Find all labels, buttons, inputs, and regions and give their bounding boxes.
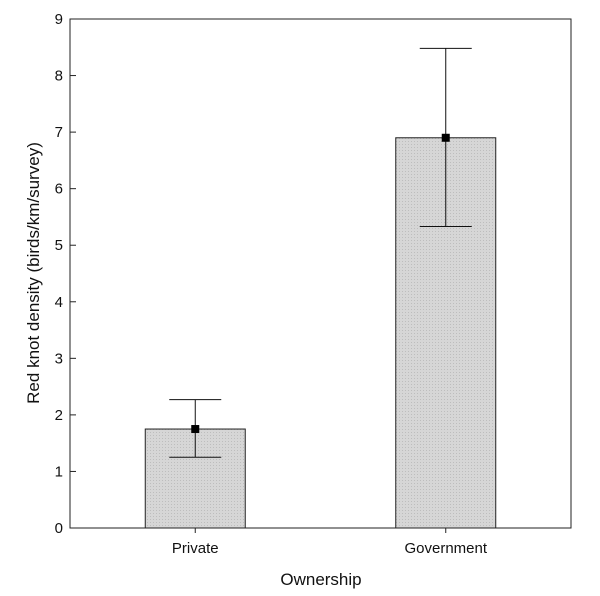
mean-marker-private (191, 425, 200, 434)
x-tick-label-private: Private (172, 540, 219, 557)
y-tick-label: 6 (55, 181, 63, 198)
y-tick-label: 7 (55, 124, 63, 141)
y-tick-label: 5 (55, 237, 63, 254)
x-axis-title: Ownership (280, 570, 361, 589)
y-axis-title: Red knot density (birds/km/survey) (24, 142, 43, 404)
plot-frame (69, 18, 572, 529)
x-tick-label-government: Government (404, 540, 487, 557)
y-tick-label: 1 (55, 463, 63, 480)
y-tick-label: 0 (55, 520, 63, 537)
y-tick-label: 3 (55, 350, 63, 367)
y-tick-label: 2 (55, 407, 63, 424)
y-tick-label: 9 (55, 11, 63, 28)
y-tick-label: 8 (55, 68, 63, 85)
y-tick-label: 4 (55, 294, 63, 311)
mean-marker-government (441, 133, 450, 142)
plot-area: Private Government 0 1 2 3 4 5 6 7 8 9 (55, 11, 572, 557)
